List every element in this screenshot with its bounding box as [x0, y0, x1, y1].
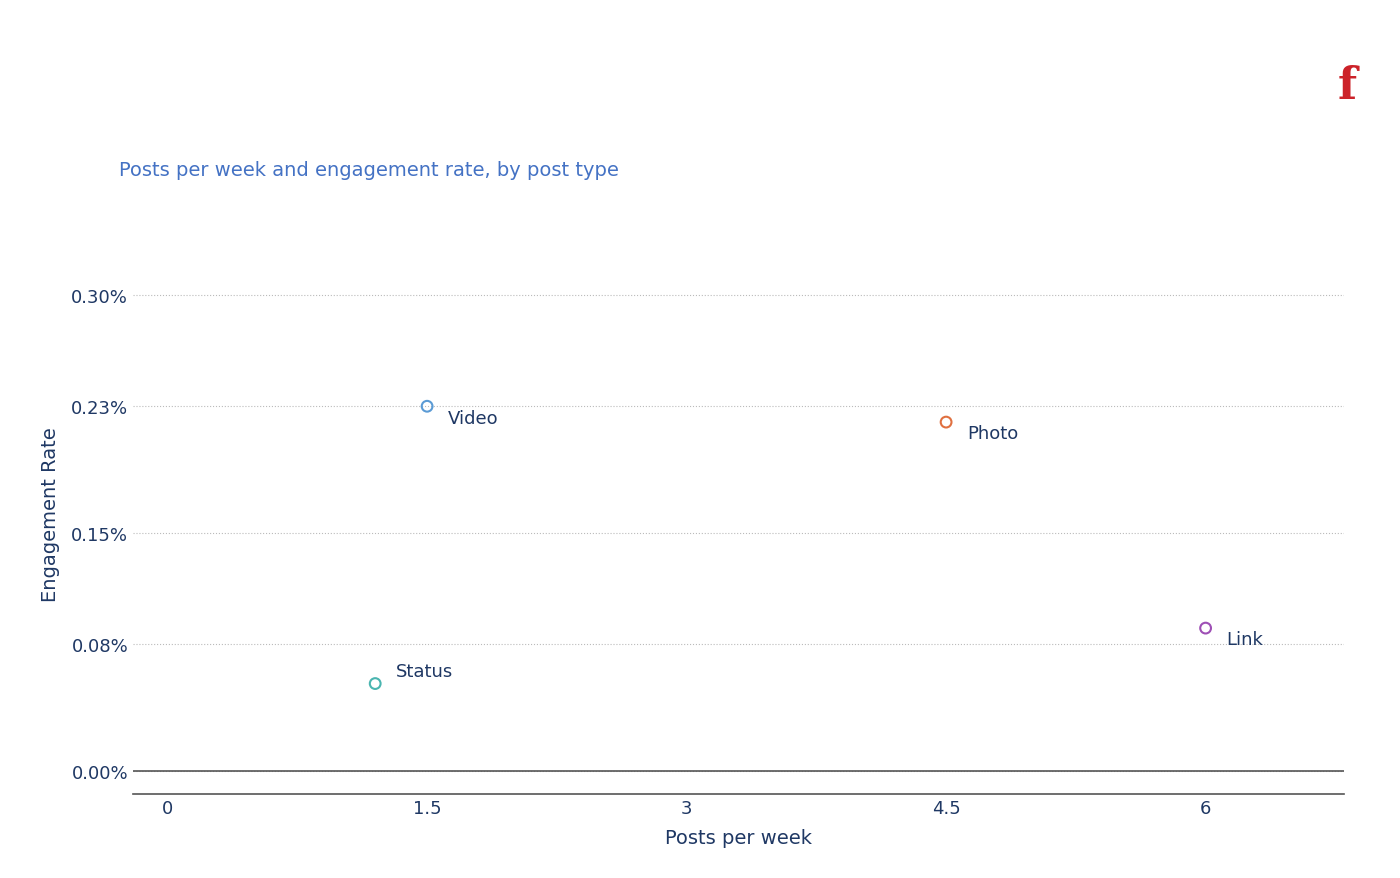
Point [416, 399, 438, 414]
Text: Photo: Photo [967, 425, 1018, 443]
Text: Posts per week and engagement rate, by post type: Posts per week and engagement rate, by p… [119, 161, 619, 180]
Text: Status: Status [396, 663, 454, 680]
Text: f: f [1337, 65, 1357, 108]
Point [364, 677, 386, 691]
Text: Video: Video [448, 409, 498, 427]
Point [1194, 622, 1217, 636]
X-axis label: Posts per week: Posts per week [665, 829, 812, 847]
Point [935, 415, 958, 429]
Text: Link: Link [1226, 630, 1263, 649]
FancyBboxPatch shape [1270, 15, 1400, 148]
Text: NONPROFITS: FACEBOOK ENGAGEMENT: NONPROFITS: FACEBOOK ENGAGEMENT [77, 57, 1072, 105]
Y-axis label: Engagement Rate: Engagement Rate [41, 427, 60, 601]
